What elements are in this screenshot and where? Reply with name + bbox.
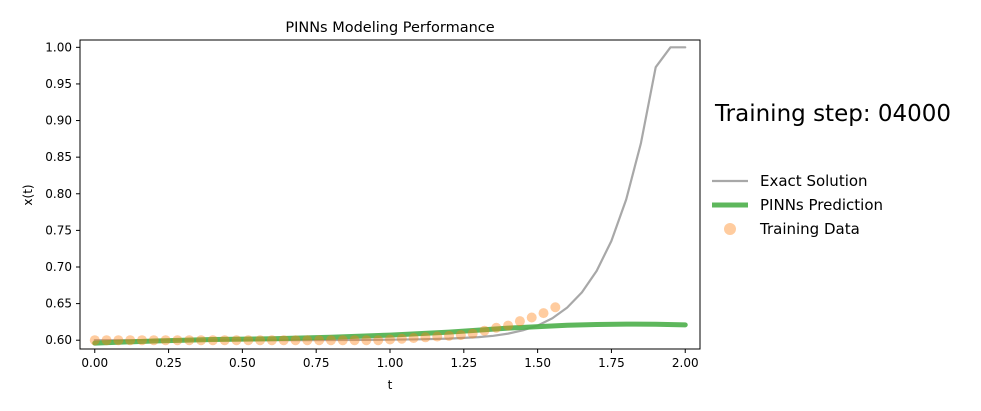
training-data-point [514, 316, 525, 327]
training-step-label: Training step: 04000 [714, 101, 951, 127]
y-axis-label: x(t) [21, 184, 35, 205]
training-data-point [325, 335, 336, 346]
training-data-point [444, 330, 455, 341]
training-data-point [160, 335, 171, 346]
series-exact-solution [93, 46, 687, 342]
x-tick-label: 1.75 [598, 356, 625, 370]
training-data-point [373, 335, 384, 346]
y-tick-label: 0.75 [45, 223, 72, 237]
training-data-point [113, 335, 124, 346]
x-axis-label: t [388, 378, 393, 392]
y-tick-label: 0.85 [45, 150, 72, 164]
training-data-point [503, 320, 514, 331]
legend-swatch [724, 223, 736, 235]
training-data-point [526, 312, 537, 323]
training-data-point [243, 335, 254, 346]
training-data-point [538, 308, 549, 319]
training-data-point [148, 335, 159, 346]
training-data-point [219, 335, 230, 346]
x-tick-label: 2.00 [672, 356, 699, 370]
plot-frame [79, 39, 701, 350]
y-tick-label: 0.65 [45, 297, 72, 311]
training-data-point [408, 333, 419, 344]
x-tick-label: 1.25 [450, 356, 477, 370]
x-tick-label: 0.50 [229, 356, 256, 370]
training-data-point [231, 335, 242, 346]
legend-label: PINNs Prediction [760, 196, 883, 214]
y-tick-label: 0.60 [45, 333, 72, 347]
training-data-point [361, 335, 372, 346]
training-data-point [479, 325, 490, 336]
training-data-point [337, 335, 348, 346]
training-data-point [491, 322, 502, 333]
x-tick-label: 1.00 [377, 356, 404, 370]
y-tick-label: 0.90 [45, 114, 72, 128]
training-data-point [432, 331, 443, 342]
x-tick-label: 0.00 [81, 356, 108, 370]
plot-area [79, 39, 701, 350]
chart-title: PINNs Modeling Performance [285, 20, 494, 36]
training-data-point [207, 335, 218, 346]
training-data-point [455, 330, 466, 341]
training-data-point [396, 333, 407, 344]
legend-label: Exact Solution [760, 172, 868, 190]
x-tick-label: 1.50 [524, 356, 551, 370]
y-tick-label: 1.00 [45, 40, 72, 54]
training-data-point [349, 335, 360, 346]
x-axis: 0.00 0.25 0.50 0.75 1.00 1.25 1.50 1.75 2.00 [81, 349, 699, 370]
training-data-point [290, 335, 301, 346]
training-data-point [89, 335, 100, 346]
series-pinns-prediction [92, 321, 688, 346]
legend-label: Training Data [759, 220, 860, 238]
y-axis: 0.60 0.65 0.70 0.75 0.80 0.85 0.90 0.95 1.00 [45, 40, 80, 347]
training-data-point [101, 335, 112, 346]
training-data-point [550, 302, 561, 313]
training-data-point [314, 335, 325, 346]
y-tick-label: 0.80 [45, 187, 72, 201]
x-tick-label: 0.25 [155, 356, 182, 370]
training-data-point [184, 335, 195, 346]
training-data-point [266, 335, 277, 346]
training-data-point [137, 335, 147, 346]
training-data-point [255, 335, 266, 346]
training-data-point [467, 328, 478, 339]
x-tick-label: 0.75 [303, 356, 330, 370]
training-data-point [278, 335, 289, 346]
training-data-point [172, 335, 183, 346]
training-data-point [125, 335, 136, 346]
y-tick-label: 0.95 [45, 77, 72, 91]
training-data-point [196, 335, 207, 346]
training-data-point [420, 332, 431, 343]
y-tick-label: 0.70 [45, 260, 72, 274]
training-data-point [385, 334, 395, 345]
legend: Exact Solution PINNs Prediction Training D… [712, 172, 883, 238]
training-data-point [302, 335, 313, 346]
